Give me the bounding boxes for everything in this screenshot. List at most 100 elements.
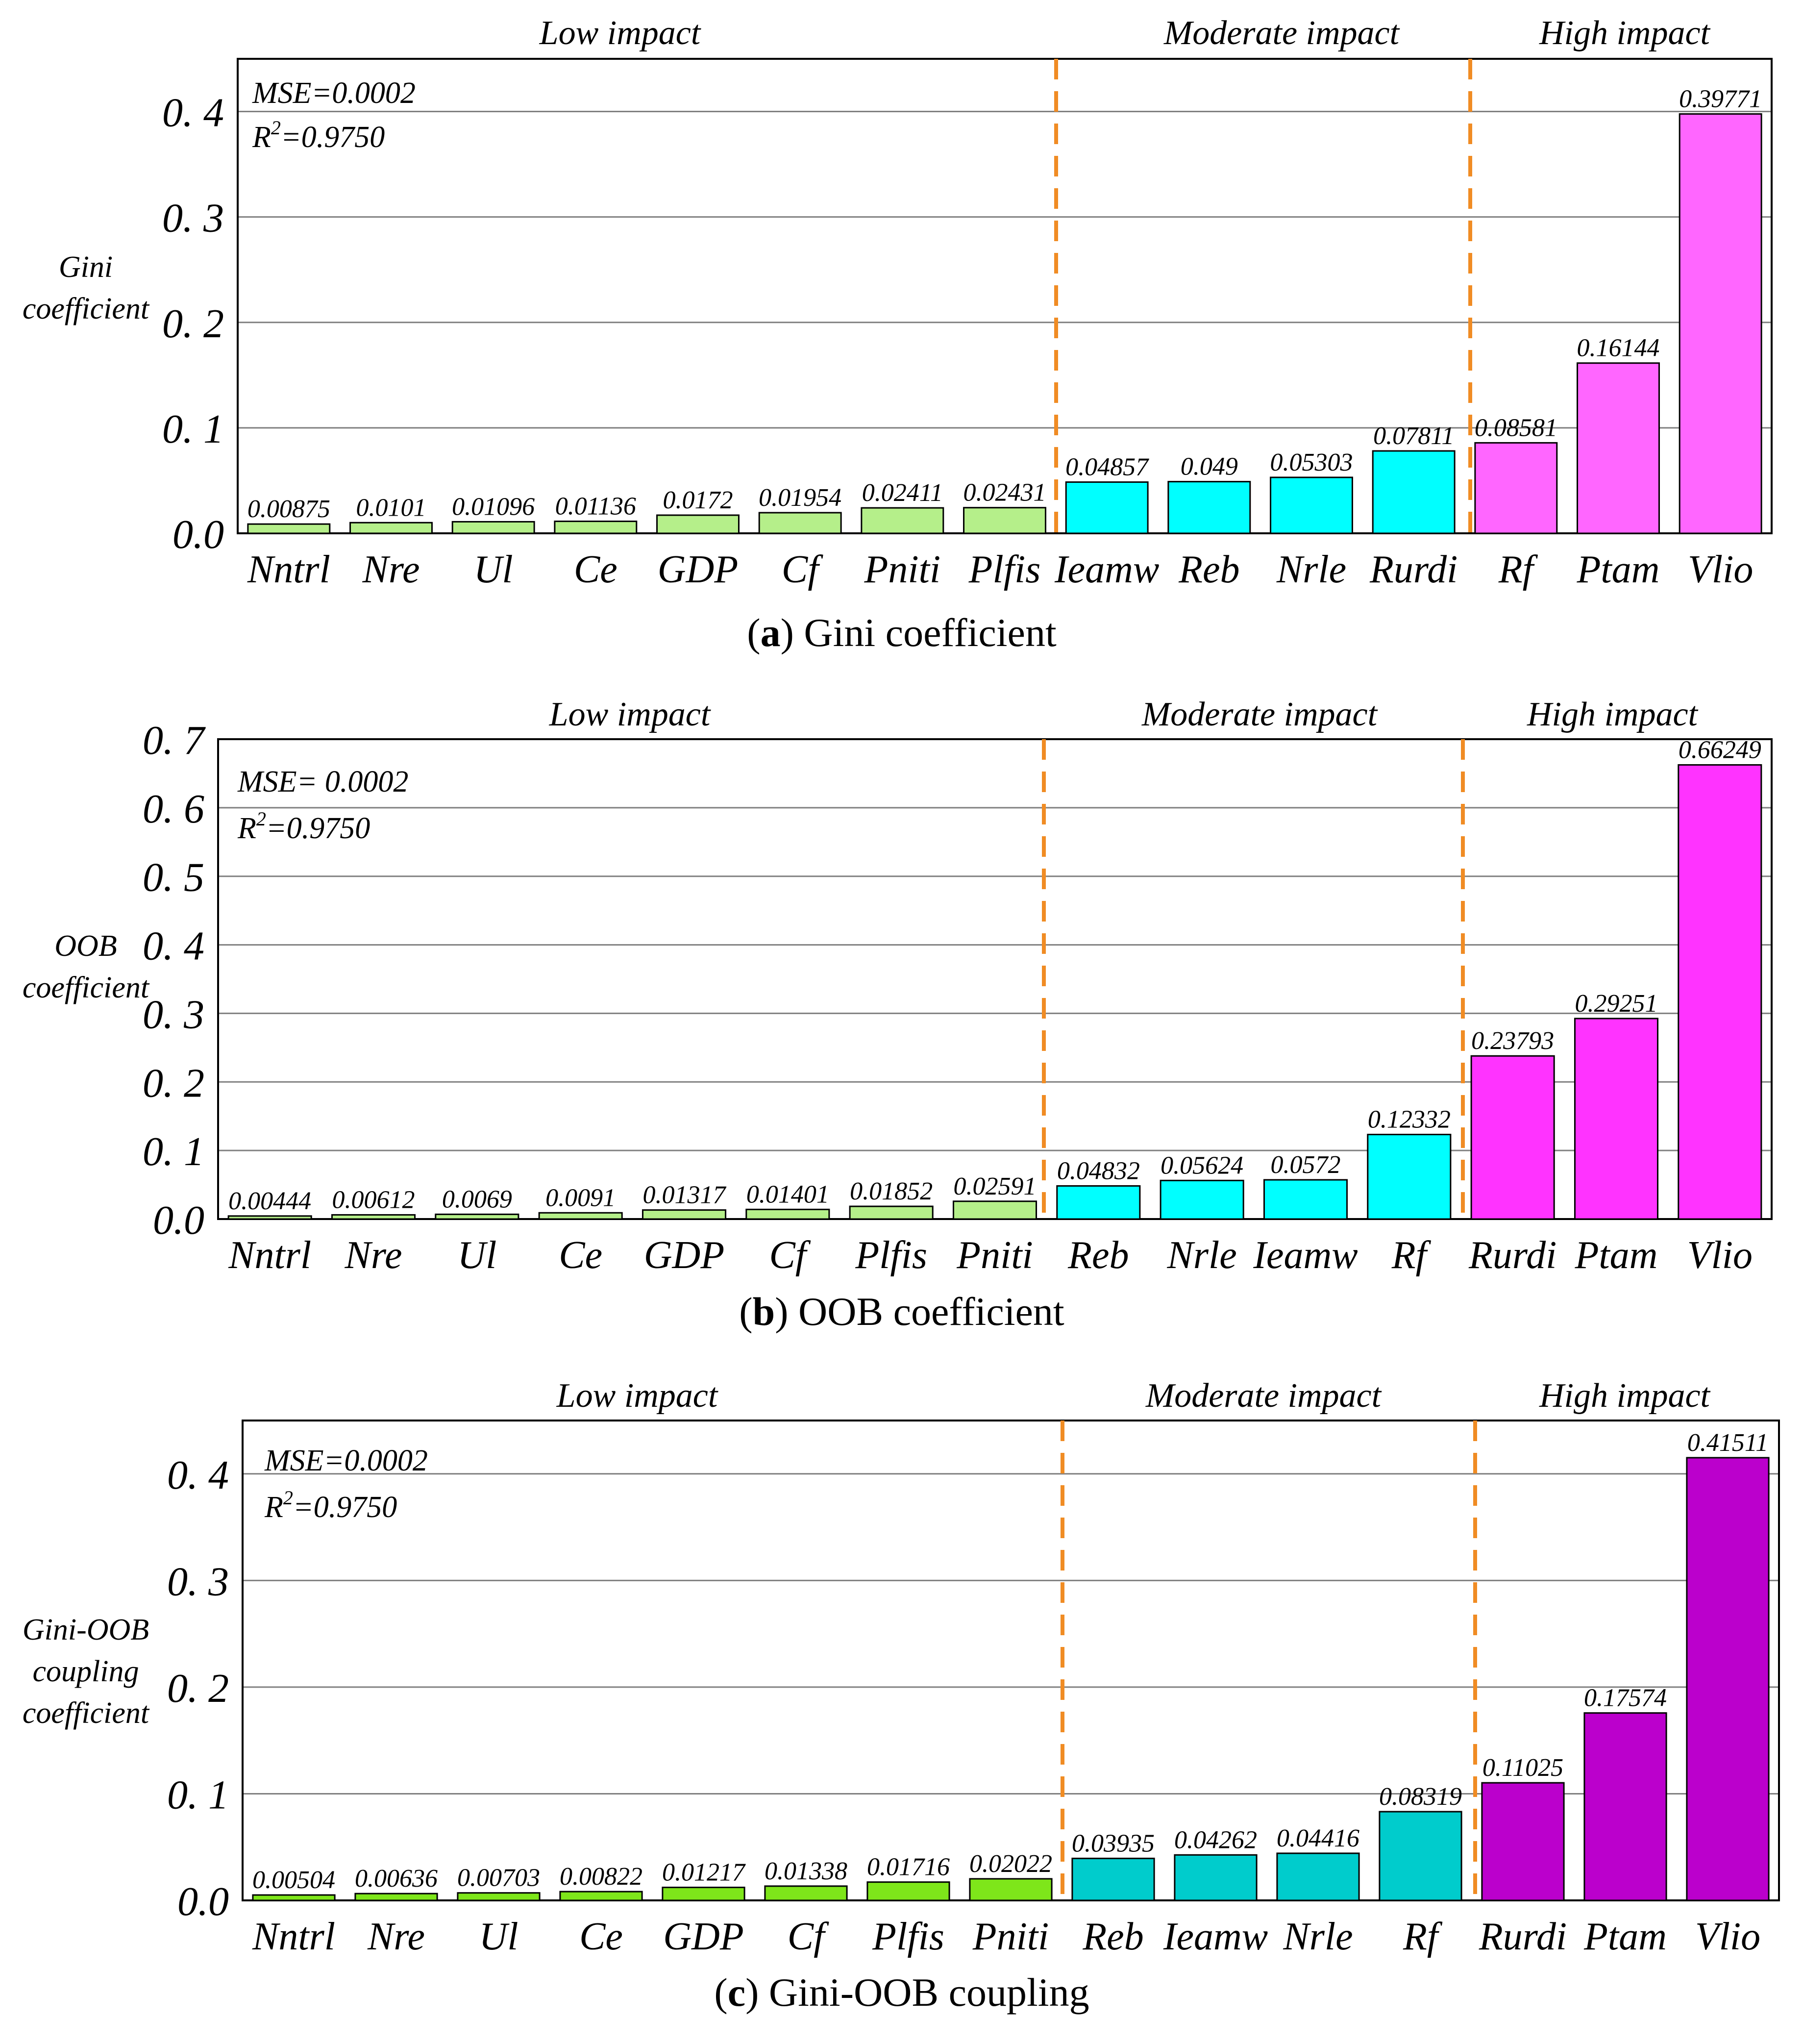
bar-value-label: 0.01136	[555, 493, 636, 521]
bar	[1367, 1134, 1452, 1220]
caption-open-paren: (	[714, 1970, 727, 2015]
region-label: High impact	[1527, 696, 1699, 733]
bar-value-label: 0.11025	[1482, 1754, 1563, 1782]
x-tick-label: Pniti	[972, 1915, 1049, 1958]
bar-value-label: 0.04832	[1057, 1157, 1140, 1185]
bar	[1577, 362, 1660, 534]
y-axis-label: coefficient	[23, 292, 150, 325]
y-axis-label: Gini	[59, 250, 113, 284]
bar	[1574, 1018, 1659, 1220]
bar-value-label: 0.17574	[1584, 1684, 1667, 1712]
caption-letter: a	[761, 610, 781, 655]
y-tick-label: 0.0	[177, 1879, 229, 1924]
x-tick-label: Ul	[479, 1915, 519, 1958]
bar	[662, 1887, 745, 1901]
x-tick-label: Ce	[579, 1915, 623, 1958]
bar-value-label: 0.05303	[1270, 449, 1353, 476]
bar-value-label: 0.23793	[1471, 1027, 1554, 1055]
bar	[656, 514, 740, 534]
x-tick-label: Rurdi	[1468, 1234, 1556, 1277]
r2-superscript: 2	[271, 117, 281, 139]
bar-value-label: 0.02411	[862, 479, 943, 507]
y-tick-label: 0. 6	[143, 786, 204, 832]
x-tick-label: Nre	[367, 1915, 425, 1958]
bar	[331, 1214, 416, 1220]
y-axis-label: OOB	[54, 929, 117, 963]
bar	[451, 521, 535, 534]
x-tick-label: Reb	[1178, 548, 1239, 591]
bar	[1583, 1712, 1667, 1901]
x-tick-label: Ptam	[1575, 1234, 1658, 1277]
x-tick-label: Vlio	[1687, 1234, 1753, 1277]
bar-value-label: 0.00822	[560, 1863, 642, 1891]
bar-value-label: 0.08319	[1379, 1783, 1462, 1811]
bar	[1065, 481, 1149, 534]
y-axis-label: Gini-OOB	[23, 1613, 149, 1646]
bar-value-label: 0.29251	[1575, 990, 1658, 1018]
x-tick-label: Ieamw	[1054, 548, 1159, 591]
bar	[1174, 1854, 1258, 1901]
bar-value-label: 0.12332	[1368, 1106, 1451, 1134]
bar	[745, 1208, 830, 1220]
bar-value-label: 0.04416	[1277, 1824, 1359, 1852]
x-tick-label: Plfis	[855, 1234, 927, 1277]
chart-panel-a: 0.0 0. 1 0. 2 0. 3 0. 4 Low impact Moderate im…	[23, 14, 1773, 655]
mse-annotation: MSE=0.0002	[264, 1444, 428, 1477]
r2-annotation: R2=0.9750	[252, 117, 385, 154]
x-tick-label: Rf	[1391, 1234, 1432, 1277]
bar-value-label: 0.0172	[663, 486, 733, 514]
bar	[764, 1885, 848, 1901]
y-tick-label: 0. 1	[143, 1129, 204, 1174]
bar	[554, 521, 638, 534]
bar	[1263, 1179, 1348, 1220]
r2-annotation: R2=0.9750	[237, 808, 370, 845]
caption-open-paren: (	[739, 1289, 752, 1334]
y-tick-label: 0. 3	[167, 1559, 229, 1604]
bar-value-label: 0.00504	[252, 1866, 335, 1894]
bar-value-label: 0.04857	[1065, 453, 1149, 481]
chart-panel-c: 0.0 0. 1 0. 2 0. 3 0. 4 Low impact Moderate im…	[23, 1377, 1780, 2015]
bar	[1167, 481, 1251, 534]
bar-value-label: 0.01338	[765, 1857, 847, 1885]
bar	[538, 1212, 623, 1220]
y-tick-label: 0.0	[173, 512, 224, 557]
x-tick-label: Reb	[1067, 1234, 1129, 1277]
y-tick-label: 0. 1	[167, 1772, 229, 1818]
y-tick-label: 0. 4	[143, 923, 204, 969]
bar-value-label: 0.02591	[954, 1172, 1037, 1200]
x-tick-label: Ieamw	[1253, 1234, 1358, 1277]
x-tick-label: Nntrl	[247, 548, 330, 591]
r2-prefix: R	[252, 121, 271, 154]
r2-suffix: =0.9750	[293, 1491, 397, 1524]
r2-suffix: =0.9750	[266, 812, 370, 845]
bar	[1372, 450, 1456, 534]
bar	[861, 507, 944, 534]
bar	[1270, 476, 1353, 534]
bar-value-label: 0.00703	[457, 1864, 540, 1892]
caption-text: ) Gini-OOB coupling	[745, 1970, 1089, 2015]
bar-value-label: 0.39771	[1679, 85, 1762, 113]
x-tick-label: Nrle	[1276, 548, 1346, 591]
bar-value-label: 0.01317	[643, 1181, 727, 1209]
r2-suffix: =0.9750	[281, 121, 385, 154]
bar	[1686, 1457, 1770, 1901]
region-label: Moderate impact	[1141, 696, 1378, 733]
bar-value-label: 0.0101	[356, 494, 426, 522]
bar-value-label: 0.049	[1181, 453, 1238, 481]
y-axis-label: coefficient	[23, 1696, 150, 1730]
x-tick-label: Cf	[782, 548, 823, 591]
y-tick-label: 0. 3	[143, 992, 204, 1037]
x-tick-label: Nrle	[1167, 1234, 1237, 1277]
x-tick-label: Ieamw	[1163, 1915, 1268, 1958]
x-tick-label: Ptam	[1577, 548, 1660, 591]
y-tick-label: 0. 2	[167, 1666, 229, 1711]
bar	[247, 523, 331, 534]
bar-value-label: 0.01954	[759, 484, 841, 512]
x-tick-label: Plfis	[872, 1915, 944, 1958]
r2-superscript: 2	[256, 808, 266, 830]
y-tick-label: 0.0	[153, 1197, 204, 1243]
region-label: Low impact	[549, 696, 711, 733]
bar-value-label: 0.01096	[452, 493, 535, 521]
y-tick-label: 0. 4	[167, 1452, 229, 1498]
